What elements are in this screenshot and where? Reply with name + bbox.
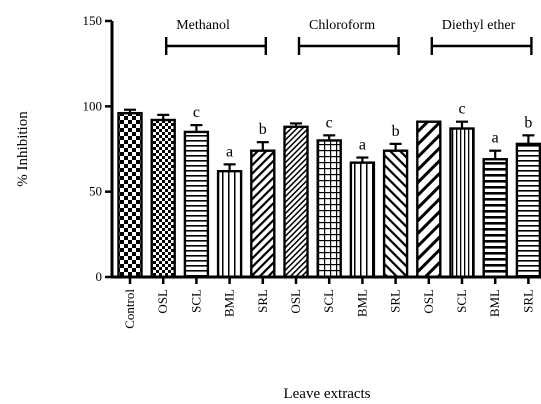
- bar-2: [183, 130, 210, 279]
- y-tick-label-2: 100: [83, 98, 103, 113]
- group-label-2: Diethyl ether: [442, 18, 516, 33]
- x-tick-label-7: BML: [354, 289, 369, 317]
- group-label-0: Methanol: [176, 18, 230, 33]
- significance-label-10: c: [458, 101, 465, 118]
- x-tick-label-11: BML: [487, 289, 502, 317]
- x-axis-label: Leave extracts: [283, 386, 370, 402]
- significance-label-2: c: [193, 104, 200, 121]
- y-axis-label: % Inhibition: [15, 111, 31, 187]
- x-tick-label-5: OSL: [288, 289, 303, 314]
- bar-6: [316, 139, 342, 279]
- bar-4: [250, 149, 276, 279]
- bar-7: [349, 161, 376, 279]
- x-tick-label-2: SCL: [188, 289, 203, 313]
- y-tick-label-1: 50: [89, 184, 102, 199]
- significance-label-3: a: [226, 143, 233, 160]
- labels-layer: c a b c a b c a b Control OSL SCL BML SRL OSL SCL BML SRL…: [122, 101, 535, 329]
- x-tick-label-9: OSL: [421, 289, 436, 314]
- bars-layer: [117, 108, 541, 279]
- x-tick-label-10: SCL: [454, 289, 469, 313]
- bar-11: [482, 158, 508, 279]
- group-label-1: Chloroform: [309, 18, 375, 33]
- bar-3: [216, 169, 243, 279]
- groups-layer: Methanol Chloroform Diethyl ether: [164, 18, 533, 55]
- y-tick-label-3: 150: [83, 13, 103, 28]
- significance-label-11: a: [492, 130, 499, 147]
- significance-label-12: b: [524, 114, 532, 131]
- x-tick-label-3: BML: [222, 289, 237, 317]
- y-tick-label-0: 0: [96, 269, 103, 284]
- x-tick-label-8: SRL: [388, 289, 403, 313]
- x-tick-label-6: SCL: [321, 289, 336, 313]
- bar-0: [117, 111, 143, 279]
- x-tick-label-1: OSL: [155, 289, 170, 314]
- significance-label-7: a: [359, 137, 366, 154]
- bar-1: [150, 118, 176, 279]
- bar-12: [515, 142, 541, 279]
- bar-5: [283, 125, 309, 279]
- x-tick-label-4: SRL: [255, 289, 270, 313]
- x-tick-label-0: Control: [122, 289, 137, 329]
- x-tick-label-12: SRL: [520, 289, 535, 313]
- axes-layer: 0 50 100 150: [83, 13, 541, 284]
- significance-label-4: b: [259, 121, 267, 138]
- bar-8: [382, 149, 409, 279]
- significance-label-8: b: [392, 123, 400, 140]
- bar-10: [449, 127, 475, 279]
- bar-9: [416, 120, 442, 279]
- significance-label-6: c: [326, 114, 333, 131]
